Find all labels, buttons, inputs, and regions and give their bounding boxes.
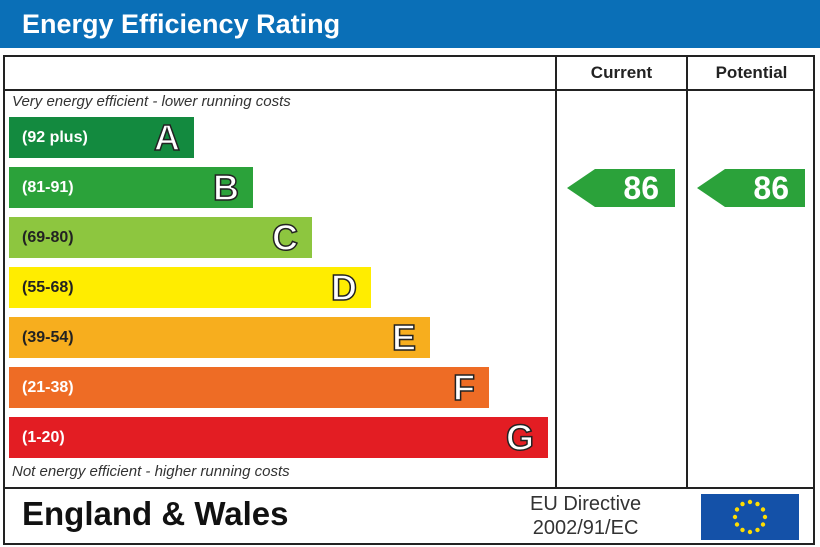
eu-star [760, 522, 766, 527]
eu-star [747, 499, 753, 505]
band-range: (39-54) [22, 329, 74, 346]
eu-star [760, 507, 766, 512]
band-letter: B [212, 166, 240, 209]
eu-star [732, 514, 738, 520]
bottom-note: Not energy efficient - higher running co… [12, 463, 290, 480]
band-letter: G [505, 416, 535, 459]
band-range: (92 plus) [22, 129, 88, 146]
chart-title: Energy Efficiency Rating [0, 0, 820, 48]
band-b: (81-91) B [9, 166, 253, 209]
eu-star [755, 527, 760, 533]
column-header-potential: Potential [715, 63, 788, 82]
band-letter: E [391, 316, 417, 359]
band-letter: A [153, 116, 181, 159]
eu-directive: EU Directive 2002/91/EC [530, 492, 641, 540]
band-range: (55-68) [22, 279, 74, 296]
top-note: Very energy efficient - lower running co… [12, 93, 291, 110]
band-range: (81-91) [22, 179, 74, 196]
band-c: (69-80) C [9, 216, 312, 259]
band-letter: D [330, 266, 358, 309]
column-divider [555, 55, 557, 488]
band-f: (21-38) F [9, 366, 489, 409]
band-e: (39-54) E [9, 316, 430, 359]
eu-star [740, 501, 745, 507]
eu-star [755, 501, 760, 507]
band-a: (92 plus) A [9, 116, 194, 159]
eu-star [762, 514, 768, 520]
region-label: England & Wales [22, 495, 289, 532]
band-letter: F [452, 366, 476, 409]
footer-divider [3, 487, 815, 489]
band-range: (69-80) [22, 229, 74, 246]
chart-frame [3, 55, 815, 545]
directive-line1: EU Directive [530, 493, 642, 515]
directive-line2: 2002/91/EC [532, 517, 639, 539]
column-header-current: Current [590, 63, 653, 82]
column-divider [686, 55, 688, 488]
eu-star [747, 529, 753, 535]
eu-flag-icon [701, 494, 799, 540]
band-g: (1-20) G [9, 416, 548, 459]
band-range: (1-20) [22, 429, 65, 446]
eu-star [734, 522, 740, 527]
eu-star [740, 527, 745, 533]
band-letter: C [271, 216, 299, 259]
eu-star [734, 507, 740, 512]
band-d: (55-68) D [9, 266, 371, 309]
header-divider [3, 89, 815, 91]
band-range: (21-38) [22, 379, 74, 396]
